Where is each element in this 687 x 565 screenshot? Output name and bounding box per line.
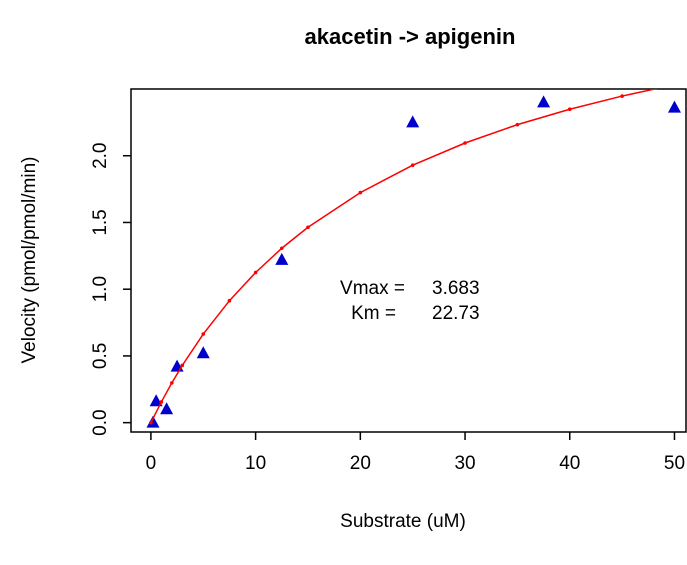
data-point — [196, 346, 210, 359]
data-point — [149, 394, 163, 407]
plot-box — [130, 88, 687, 433]
fit-point — [567, 107, 572, 112]
x-tick-label: 20 — [350, 453, 371, 474]
data-point — [667, 100, 681, 113]
fit-point — [306, 225, 310, 230]
annotation: 3.683 — [432, 278, 480, 299]
data-point — [146, 415, 160, 428]
plot-area — [146, 83, 681, 428]
annotation: Km = — [351, 303, 396, 324]
fit-point — [673, 83, 677, 87]
x-tick-label: 10 — [245, 453, 266, 474]
fit-point — [463, 141, 467, 145]
y-tick-label: 1.5 — [90, 209, 111, 235]
annotation-group: Vmax = 3.683 Km = 22.73 — [340, 278, 480, 324]
fit-point — [170, 381, 174, 385]
fit-point — [149, 420, 153, 425]
data-point — [160, 402, 174, 415]
x-tick-label: 50 — [664, 453, 685, 474]
fit-point — [201, 332, 206, 336]
fit-curve — [150, 89, 659, 423]
x-axis-label: Substrate (uM) — [340, 511, 466, 532]
data-point — [537, 95, 551, 108]
y-tick-label: 0.0 — [90, 409, 111, 435]
y-tick-label: 0.5 — [90, 343, 111, 369]
chart-title: akacetin -> apigenin — [305, 24, 516, 49]
y-axis-label: Velocity (pmol/pmol/min) — [19, 157, 40, 364]
fit-point — [279, 246, 284, 251]
data-point — [275, 252, 289, 265]
x-tick-label: 0 — [146, 453, 157, 474]
annotation: 22.73 — [432, 303, 480, 324]
y-tick-label: 2.0 — [90, 143, 111, 169]
annotation: Vmax = — [340, 278, 405, 299]
fit-point — [159, 400, 164, 404]
fit-point — [620, 94, 624, 98]
fit-point — [227, 298, 232, 303]
x-tick-label: 30 — [454, 453, 475, 474]
fit-point — [515, 122, 520, 127]
fit-point — [358, 190, 363, 195]
fit-point — [410, 163, 415, 167]
fit-point — [253, 270, 258, 275]
x-tick-label: 40 — [559, 453, 580, 474]
data-point — [406, 115, 420, 128]
fit-point — [180, 363, 185, 368]
y-tick-label: 1.0 — [90, 276, 111, 302]
